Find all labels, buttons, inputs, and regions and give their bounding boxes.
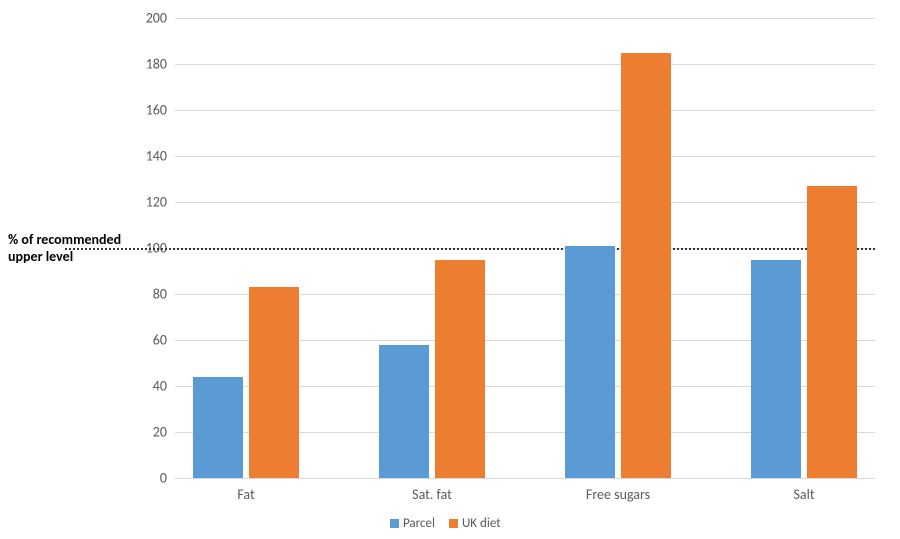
legend-label-ukdiet: UK diet	[462, 516, 501, 531]
y-tick-label: 200	[146, 10, 167, 27]
bar	[751, 260, 801, 479]
y-tick-label: 180	[146, 56, 167, 73]
bar	[565, 246, 615, 478]
y-tick-label: 60	[153, 332, 167, 349]
y-tick-label: 120	[146, 194, 167, 211]
legend-swatch-parcel	[390, 519, 399, 528]
y-tick-label: 160	[146, 102, 167, 119]
bar	[193, 377, 243, 478]
bar	[807, 186, 857, 478]
chart-container: % of recommended upper level 02040608010…	[0, 0, 900, 539]
bar	[249, 287, 299, 478]
legend: Parcel UK diet	[390, 516, 501, 531]
legend-item-ukdiet: UK diet	[449, 516, 501, 531]
bar	[435, 260, 485, 479]
y-tick-label: 80	[153, 286, 167, 303]
y-tick-label: 40	[153, 378, 167, 395]
gridline	[175, 64, 875, 65]
legend-swatch-ukdiet	[449, 519, 458, 528]
x-tick-label: Salt	[793, 486, 814, 503]
bar	[621, 53, 671, 479]
legend-item-parcel: Parcel	[390, 516, 435, 531]
gridline	[175, 202, 875, 203]
x-tick-label: Free sugars	[586, 486, 650, 503]
x-tick-label: Sat. fat	[412, 486, 452, 503]
plot-area: 020406080100120140160180200FatSat. fatFr…	[175, 18, 875, 479]
y-tick-label: 0	[160, 470, 167, 487]
reference-line	[65, 248, 875, 250]
x-tick-label: Fat	[237, 486, 254, 503]
gridline	[175, 18, 875, 19]
y-tick-label: 20	[153, 424, 167, 441]
gridline	[175, 478, 875, 479]
gridline	[175, 156, 875, 157]
legend-label-parcel: Parcel	[403, 516, 435, 531]
gridline	[175, 110, 875, 111]
bar	[379, 345, 429, 478]
y-tick-label: 140	[146, 148, 167, 165]
